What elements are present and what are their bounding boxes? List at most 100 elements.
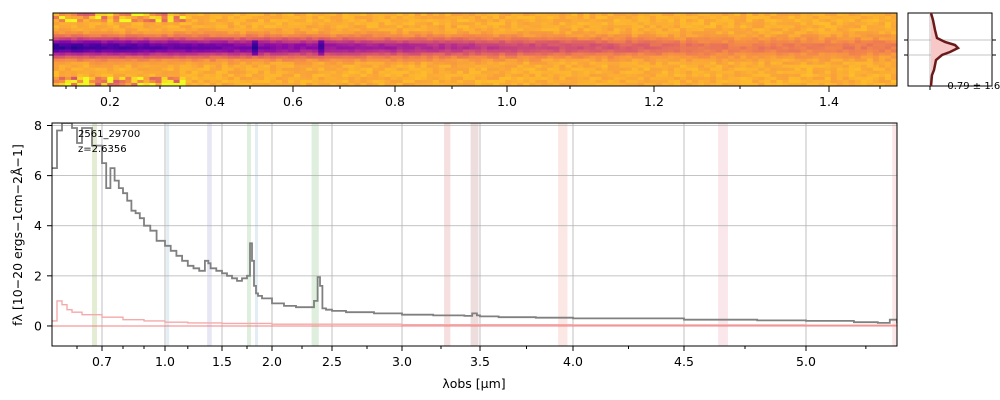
heatmap-cell [728,16,735,20]
heatmap-cell [818,76,826,81]
heatmap-cell [553,28,560,32]
heatmap-cell [571,34,578,38]
heatmap-cell [553,52,560,56]
heatmap-cell [619,82,627,87]
heatmap-cell [523,25,530,29]
heatmap-cell [251,22,259,26]
heatmap-cell [107,82,114,87]
heatmap-cell [372,76,379,81]
heatmap-cell [589,46,596,50]
heatmap-cell [577,28,584,32]
heatmap-cell [517,82,524,87]
heatmap-cell [107,34,114,38]
heatmap-cell [95,73,102,78]
heatmap-cell [155,58,162,63]
heatmap-cell [806,46,813,50]
heatmap-cell [209,67,217,72]
heatmap-cell [245,31,253,35]
heatmap-cell [806,19,813,23]
heatmap-cell [535,16,542,20]
heatmap-cell [270,61,277,66]
heatmap-cell [710,73,717,78]
heatmap-cell [438,13,446,17]
heatmap-cell [547,82,554,87]
heatmap-cell [336,43,343,47]
heatmap-cell [113,43,120,47]
heatmap-cell [185,82,193,87]
heatmap-cell [53,43,60,47]
heatmap-cell [318,13,325,17]
heatmap-cell [233,73,241,78]
heatmap-cell [173,34,180,38]
heatmap-cell [137,82,144,87]
heatmap-cell [209,46,217,50]
heatmap-cell [854,40,862,44]
heatmap-cell [432,70,440,75]
heatmap-cell [89,13,96,17]
heatmap-cell [571,25,578,29]
heatmap-cell [468,64,476,69]
heatmap-cell [698,25,705,29]
heatmap-cell [776,34,783,38]
heatmap-cell [462,22,470,26]
heatmap-cell [432,55,440,60]
heatmap-cell [209,58,217,63]
heatmap-cell [462,58,470,63]
heatmap-cell [197,37,205,41]
heatmap-cell [221,61,229,66]
heatmap-cell [149,28,156,32]
heatmap-cell [366,43,373,47]
heatmap-cell [294,34,301,38]
heatmap-cell [167,28,174,32]
heatmap-cell [734,61,741,66]
heatmap-cell [740,64,747,69]
heatmap-cell [203,64,211,69]
heatmap-cell [396,82,404,87]
heatmap-cell [264,13,271,17]
heatmap-cell [149,46,156,50]
heatmap-cell [619,34,627,38]
heatmap-cell [782,34,789,38]
heatmap-cell [402,13,410,17]
heatmap-cell [270,46,277,50]
heatmap-cell [499,40,506,44]
heatmap-cell [372,25,379,29]
heatmap-cell [529,16,536,20]
heatmap-cell [89,70,96,75]
heatmap-cell [294,43,301,47]
heatmap-cell [866,52,874,56]
heatmap-cell [812,58,820,63]
heatmap-cell [450,55,458,60]
heatmap-cell [137,28,144,32]
heatmap-cell [257,25,265,29]
heatmap-cell [794,52,801,56]
heatmap-cell [119,13,126,17]
heatmap-cell [553,37,560,41]
heatmap-cell [475,76,482,81]
heatmap-cell [764,28,771,32]
heatmap-cell [227,25,235,29]
heatmap-cell [257,70,265,75]
heatmap-cell [475,13,482,17]
heatmap-cell [710,19,717,23]
heatmap-cell [360,49,367,53]
heatmap-cell [589,19,596,23]
heatmap-cell [414,52,422,56]
heatmap-cell [475,64,482,69]
heatmap-cell [179,37,187,41]
heatmap-cell [535,19,542,23]
heatmap-cell [529,37,536,41]
heatmap-cell [179,40,187,44]
heatmap-cell [251,76,259,81]
heatmap-cell [414,46,422,50]
heatmap-cell [698,40,705,44]
heatmap-cell [294,70,301,75]
heatmap-cell [577,49,584,53]
heatmap-cell [758,73,765,78]
heatmap-cell [746,46,753,50]
heatmap-cell [402,70,410,75]
heatmap-cell [800,64,807,69]
heatmap-cell [462,52,470,56]
heatmap-cell [378,55,385,60]
heatmap-cell [185,25,193,29]
